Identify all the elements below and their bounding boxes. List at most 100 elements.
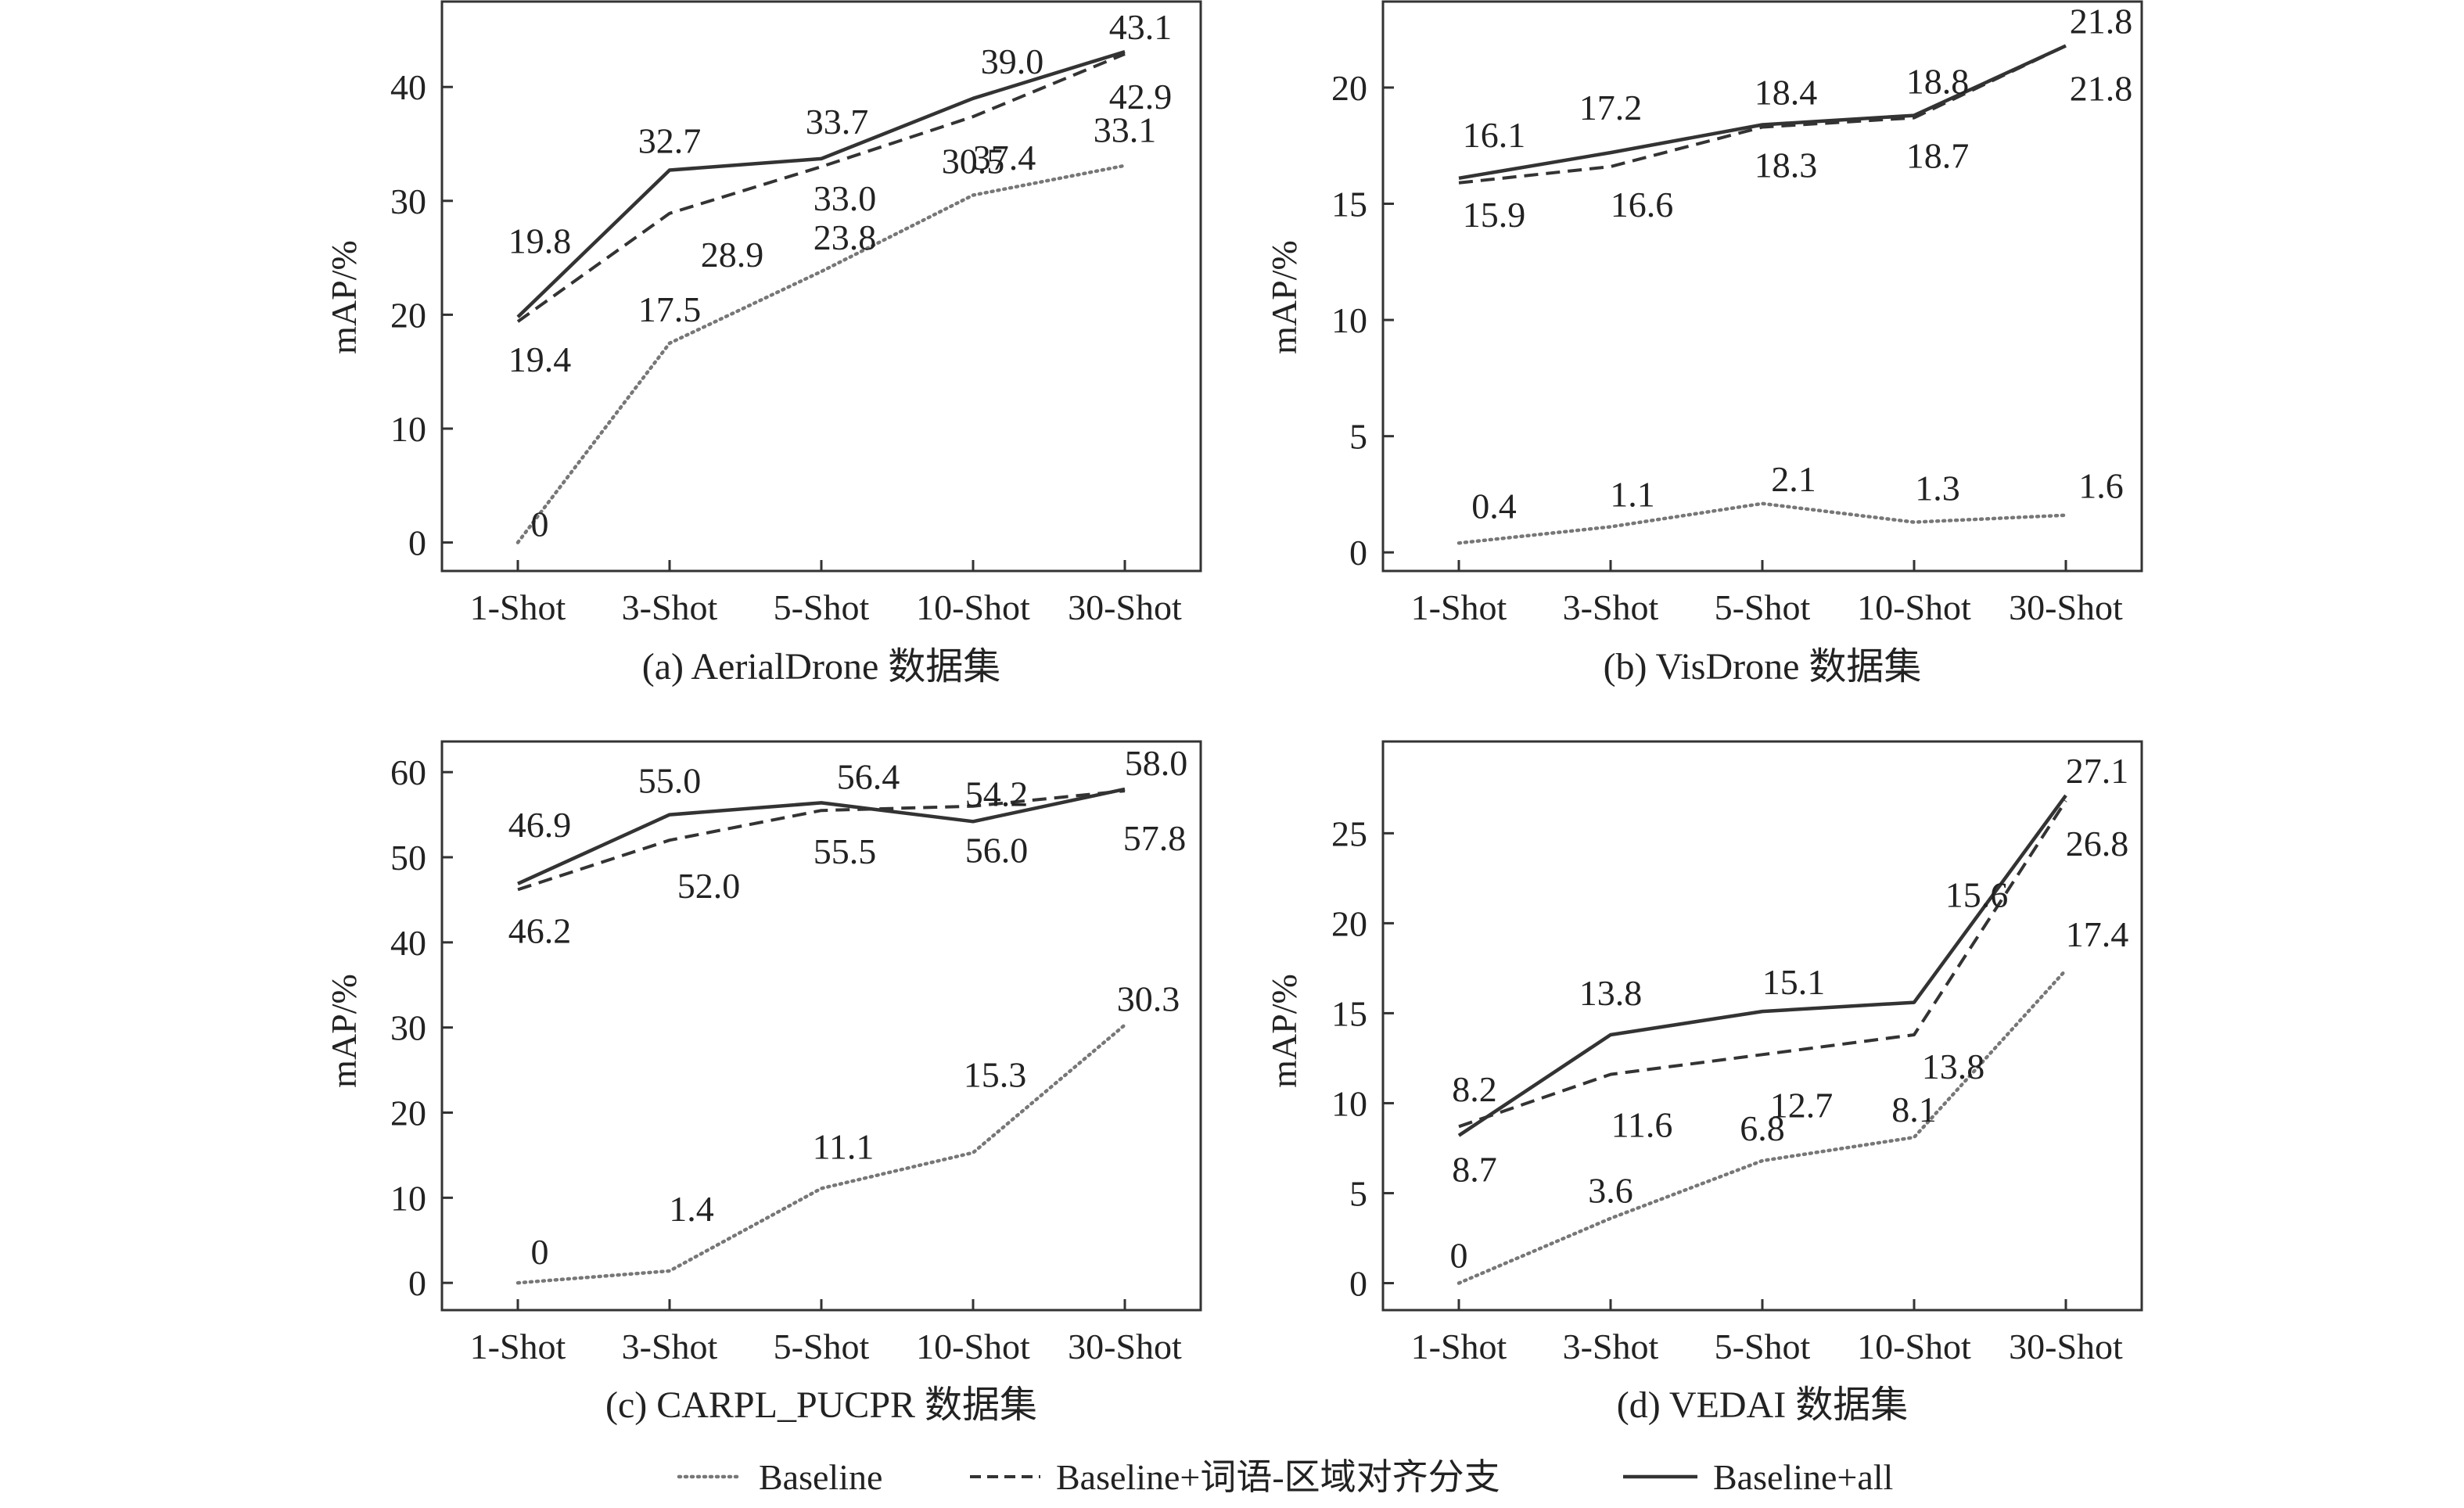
data-label: 33.1 <box>1094 110 1157 150</box>
data-label: 55.5 <box>814 831 877 871</box>
data-label: 0.4 <box>1471 486 1517 526</box>
y-tick-label: 20 <box>1331 68 1367 108</box>
data-label: 19.8 <box>508 221 572 260</box>
data-label: 17.4 <box>2066 914 2129 954</box>
y-tick-label: 40 <box>390 923 426 963</box>
data-label: 30.5 <box>942 142 1005 181</box>
data-label: 0 <box>531 1232 549 1272</box>
data-label: 2.1 <box>1771 459 1816 499</box>
series-line-0 <box>1456 968 2068 1285</box>
data-label: 16.6 <box>1611 185 1674 224</box>
plot-frame <box>1381 740 2143 1312</box>
series-line-2 <box>1457 794 2067 1137</box>
data-label: 1.4 <box>669 1189 714 1229</box>
data-label: 18.3 <box>1755 145 1818 185</box>
data-label: 43.1 <box>1109 7 1173 47</box>
y-tick-label: 0 <box>408 1263 426 1303</box>
panel-caption: (a) AerialDrone 数据集 <box>642 646 1001 688</box>
data-label: 3.6 <box>1588 1171 1633 1211</box>
data-label: 30.3 <box>1117 978 1180 1018</box>
data-label: 28.9 <box>701 235 764 275</box>
data-label: 11.1 <box>813 1126 875 1166</box>
x-tick-label: 30-Shot <box>2009 587 2123 627</box>
data-label: 12.7 <box>1770 1085 1834 1125</box>
chart-panel-2: 0 10 20 30 40 50 60 1-Shot 3-Shot 5-Shot 10-Shot 30… <box>324 740 1202 1426</box>
data-label: 21.8 <box>2070 68 2133 108</box>
panel-caption: (d) VEDAI 数据集 <box>1617 1384 1908 1426</box>
series-line-0 <box>515 1023 1127 1285</box>
data-label: 1.1 <box>1610 475 1655 515</box>
chart-panel-0: 0 10 20 30 40 1-Shot 3-Shot 5-Shot 10-Shot 30-Sho… <box>324 0 1202 688</box>
series-line-0 <box>1456 501 2068 545</box>
data-label: 19.4 <box>508 339 572 379</box>
data-label: 33.7 <box>806 102 869 142</box>
y-tick-label: 10 <box>390 409 426 449</box>
y-tick-label: 5 <box>1349 417 1367 457</box>
data-label: 46.2 <box>508 910 572 950</box>
y-tick-label: 30 <box>390 181 426 221</box>
y-axis-label: mAP/% <box>1264 974 1304 1088</box>
x-tick-label: 30-Shot <box>2009 1327 2123 1366</box>
data-label: 42.9 <box>1109 77 1173 117</box>
x-tick-label: 5-Shot <box>774 587 870 627</box>
y-tick-label: 40 <box>390 67 426 107</box>
data-label: 17.2 <box>1579 88 1643 127</box>
y-axis-label: mAP/% <box>324 974 364 1088</box>
data-label: 57.8 <box>1123 818 1187 858</box>
data-label: 39.0 <box>981 41 1044 81</box>
x-tick-label: 10-Shot <box>1857 587 1971 627</box>
data-label: 15.1 <box>1762 962 1826 1002</box>
x-tick-label: 3-Shot <box>1563 1327 1659 1366</box>
data-label: 32.7 <box>638 120 702 160</box>
series-line-2 <box>517 787 1126 885</box>
y-tick-label: 10 <box>390 1178 426 1218</box>
legend-label-1: Baseline+词语-区域对齐分支 <box>1056 1457 1500 1497</box>
series-line-0 <box>515 163 1127 544</box>
data-label: 13.8 <box>1922 1047 1985 1086</box>
legend: Baseline Baseline+词语-区域对齐分支 Baseline+all <box>677 1457 1893 1497</box>
y-tick-label: 10 <box>1331 300 1367 340</box>
data-label: 8.7 <box>1452 1149 1497 1189</box>
x-tick-label: 3-Shot <box>622 587 718 627</box>
y-tick-label: 10 <box>1331 1083 1367 1123</box>
data-label: 15.9 <box>1463 195 1526 235</box>
data-label: 23.8 <box>814 217 877 257</box>
x-tick-label: 10-Shot <box>1857 1327 1971 1366</box>
y-tick-label: 30 <box>390 1008 426 1048</box>
x-tick-label: 1-Shot <box>470 587 566 627</box>
plot-frame <box>440 0 1202 573</box>
data-label: 15.3 <box>964 1055 1027 1095</box>
series-line-1 <box>517 789 1126 892</box>
data-label: 27.1 <box>2066 751 2129 791</box>
x-tick-label: 3-Shot <box>1563 587 1659 627</box>
y-axis-label: mAP/% <box>324 240 364 354</box>
data-label: 15.6 <box>1945 875 2009 915</box>
data-label: 55.0 <box>638 761 702 801</box>
x-tick-label: 1-Shot <box>1411 1327 1507 1366</box>
data-label: 0 <box>531 504 549 544</box>
data-label: 8.2 <box>1452 1069 1497 1109</box>
data-label: 33.0 <box>814 178 877 218</box>
series-line-1 <box>516 52 1126 323</box>
chart-panel-1: 0 5 10 15 20 1-Shot 3-Shot 5-Shot 10-Shot 30-Shot… <box>1264 0 2143 688</box>
data-label: 1.3 <box>1915 469 1960 508</box>
x-tick-label: 30-Shot <box>1068 1327 1182 1366</box>
series-line-1 <box>1458 799 2067 1129</box>
series-line-2 <box>516 49 1126 318</box>
y-tick-label: 0 <box>1349 533 1367 573</box>
panel-caption: (b) VisDrone 数据集 <box>1604 646 1922 688</box>
data-label: 18.4 <box>1755 72 1818 112</box>
x-tick-label: 1-Shot <box>1411 587 1507 627</box>
data-label: 0 <box>1450 1235 1468 1275</box>
y-tick-label: 50 <box>390 838 426 878</box>
data-label: 56.4 <box>837 756 900 796</box>
data-label: 18.8 <box>1906 62 1970 102</box>
panel-caption: (c) CARPL_PUCPR 数据集 <box>605 1384 1037 1426</box>
chart-panel-3: 0 5 10 15 20 25 1-Shot 3-Shot 5-Shot 10-Shot 30-Sh… <box>1264 740 2143 1426</box>
data-label: 58.0 <box>1125 743 1188 783</box>
data-label: 16.1 <box>1463 115 1526 155</box>
data-label: 46.9 <box>508 805 572 845</box>
x-tick-label: 5-Shot <box>1715 587 1811 627</box>
y-tick-label: 0 <box>408 523 426 563</box>
